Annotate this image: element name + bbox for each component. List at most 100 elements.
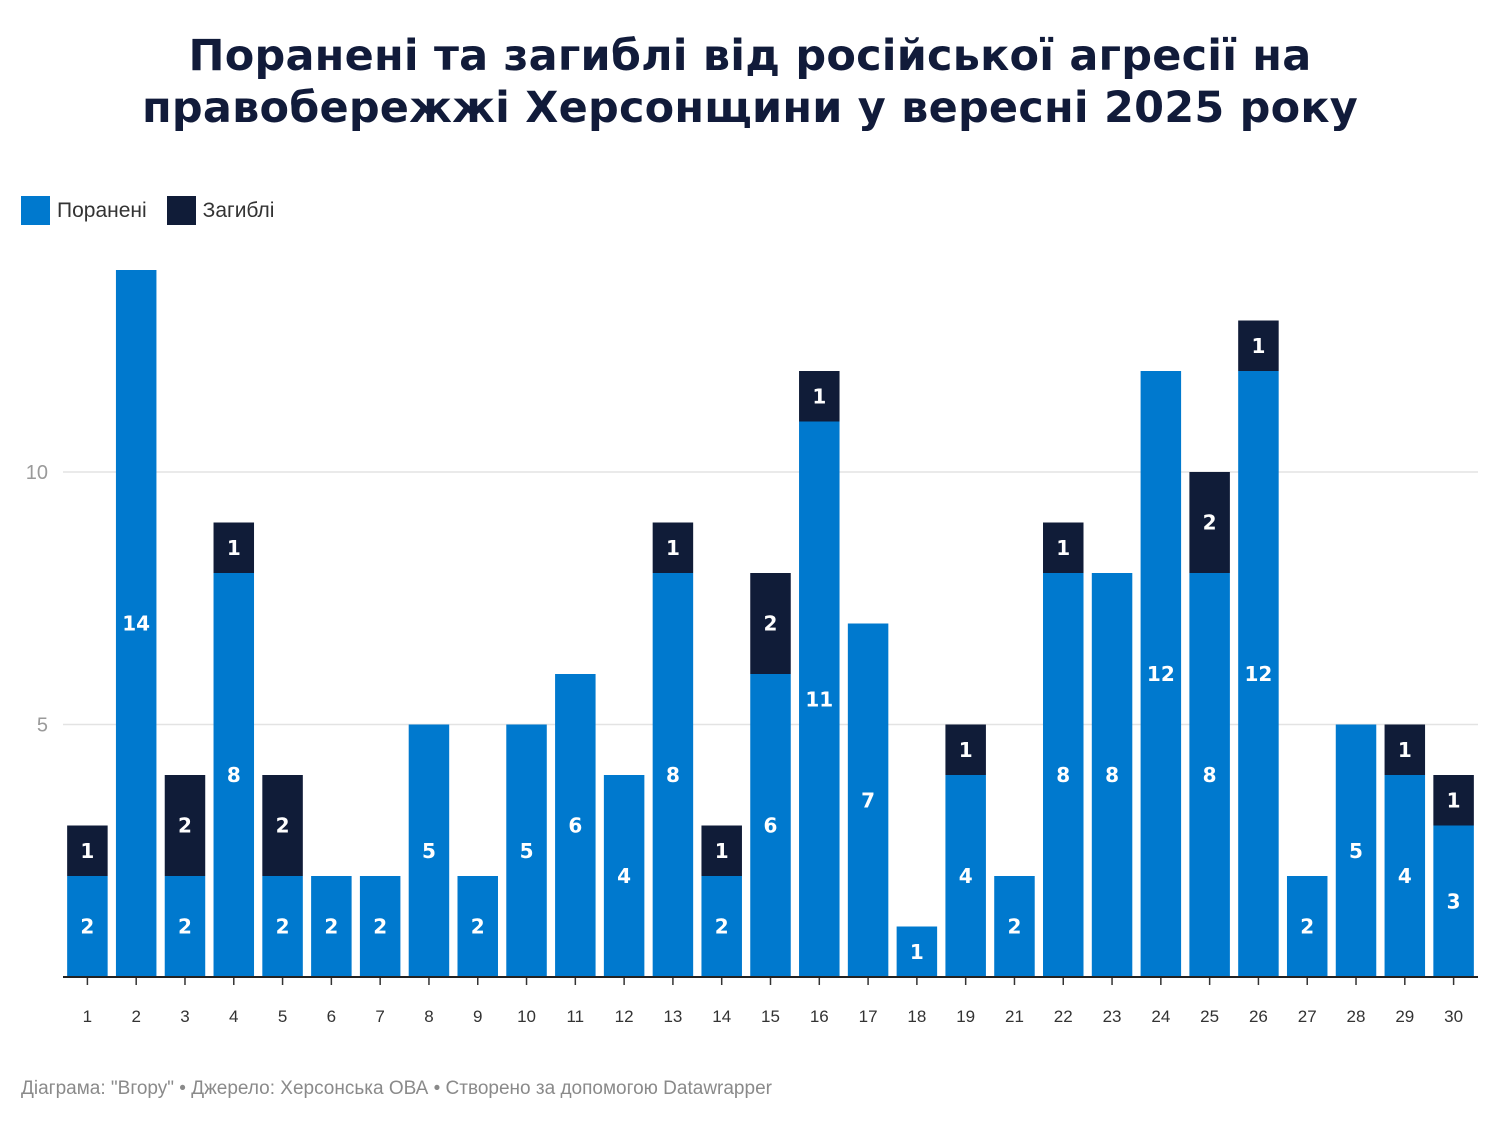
value-label-wounded: 8 [666, 763, 680, 787]
x-tick-label: 19 [956, 1007, 975, 1026]
x-tick-label: 29 [1395, 1007, 1414, 1026]
x-tick-label: 24 [1151, 1007, 1170, 1026]
x-tick-label: 14 [712, 1007, 731, 1026]
x-tick-label: 9 [473, 1007, 482, 1026]
value-label-wounded: 11 [805, 687, 833, 711]
bar-wounded [1433, 825, 1474, 977]
bars [67, 270, 1474, 977]
x-tick-label: 15 [761, 1007, 780, 1026]
bar-killed [1043, 522, 1084, 573]
value-label-wounded: 6 [764, 814, 778, 838]
x-tick-label: 5 [278, 1007, 287, 1026]
bar-wounded [1384, 775, 1426, 977]
bar-wounded [945, 775, 986, 977]
x-tick-label: 10 [517, 1007, 536, 1026]
value-label-killed: 1 [812, 384, 826, 408]
x-tick-label: 26 [1249, 1007, 1268, 1026]
bar-wounded [750, 674, 791, 977]
x-tick-label: 18 [907, 1007, 926, 1026]
title-line-2: правобережжі Херсонщини у вересні 2025 р… [141, 83, 1358, 133]
value-label-wounded: 2 [715, 915, 729, 939]
x-tick-label: 11 [566, 1007, 584, 1026]
value-label-wounded: 2 [276, 915, 290, 939]
value-label-wounded: 8 [1056, 763, 1070, 787]
bar-killed [1433, 775, 1474, 826]
value-label-killed: 1 [1398, 738, 1412, 762]
value-label-wounded: 2 [373, 915, 387, 939]
value-label-killed: 1 [715, 839, 729, 863]
value-label-wounded: 4 [617, 864, 631, 888]
bar-killed [67, 825, 108, 876]
x-tick-label: 30 [1444, 1007, 1463, 1026]
bar-wounded [67, 876, 108, 977]
bar-killed [213, 522, 255, 573]
value-label-wounded: 5 [520, 839, 534, 863]
value-label-killed: 1 [80, 839, 94, 863]
legend-item-wounded: Поранені [21, 196, 147, 225]
value-label-killed: 2 [276, 814, 290, 838]
bar-wounded [457, 876, 498, 977]
bar-killed [652, 522, 694, 573]
value-label-wounded: 5 [1349, 839, 1363, 863]
legend-swatch-wounded [21, 196, 50, 225]
value-label-killed: 1 [666, 536, 680, 560]
value-label-wounded: 2 [178, 915, 192, 939]
bar-wounded [1335, 724, 1377, 977]
value-label-wounded: 2 [324, 915, 338, 939]
value-label-wounded: 2 [80, 915, 94, 939]
bar-wounded [896, 926, 938, 977]
bar-wounded [506, 724, 547, 977]
bar-wounded [1140, 371, 1182, 977]
bar-wounded [701, 876, 742, 977]
value-label-wounded: 4 [1398, 864, 1412, 888]
x-tick-label: 17 [859, 1007, 878, 1026]
bar-wounded [359, 876, 401, 977]
value-label-wounded: 8 [1105, 763, 1119, 787]
title-line-1: Поранені та загиблі від російської агрес… [188, 31, 1312, 81]
bar-wounded [262, 876, 303, 977]
value-label-wounded: 3 [1447, 889, 1461, 913]
bar-wounded [652, 573, 694, 977]
legend-swatch-killed [166, 196, 196, 225]
x-tick-label: 28 [1347, 1007, 1366, 1026]
value-label-wounded: 12 [1147, 662, 1175, 686]
x-tick-label: 23 [1103, 1007, 1122, 1026]
x-tick-label: 27 [1298, 1007, 1317, 1026]
x-axis: 1 2 3 4 5 6 7 8 9 10 11 12 13 14 15 16 17 18 19 21 22 23 24 25 2… [63, 976, 1478, 1026]
value-label-wounded: 5 [422, 839, 436, 863]
value-label-killed: 2 [178, 814, 192, 838]
bar-killed [262, 775, 303, 876]
x-tick-label: 21 [1005, 1007, 1024, 1026]
x-tick-label: 12 [615, 1007, 634, 1026]
bar-killed [164, 775, 206, 876]
value-label-killed: 1 [227, 536, 241, 560]
bar-wounded [1238, 371, 1279, 977]
value-label-killed: 1 [1251, 334, 1265, 358]
value-label-killed: 2 [764, 612, 778, 636]
legend-label-wounded: Поранені [57, 198, 147, 222]
bar-killed [701, 825, 742, 876]
bar-wounded [115, 270, 157, 977]
value-label-killed: 1 [959, 738, 973, 762]
bar-wounded [1091, 573, 1133, 977]
value-label-wounded: 7 [861, 788, 875, 812]
bar-wounded [213, 573, 255, 977]
value-label-killed: 1 [1056, 536, 1070, 560]
value-label-killed: 2 [1203, 511, 1217, 535]
chart-title: Поранені та загиблі від російської агрес… [0, 30, 1500, 134]
bar-wounded [1189, 573, 1230, 977]
bar-wounded [164, 876, 206, 977]
bar-wounded [1286, 876, 1328, 977]
legend: Поранені Загиблі [21, 196, 294, 225]
y-tick-label: 10 [26, 462, 48, 484]
value-label-wounded: 2 [1008, 915, 1022, 939]
bar-killed [1189, 472, 1230, 573]
x-tick-label: 3 [180, 1007, 189, 1026]
legend-item-killed: Загиблі [166, 196, 275, 225]
bar-killed [799, 371, 840, 422]
legend-label-killed: Загиблі [202, 198, 275, 222]
x-tick-label: 1 [83, 1007, 92, 1026]
x-tick-label: 22 [1054, 1007, 1073, 1026]
bar-wounded [408, 724, 450, 977]
